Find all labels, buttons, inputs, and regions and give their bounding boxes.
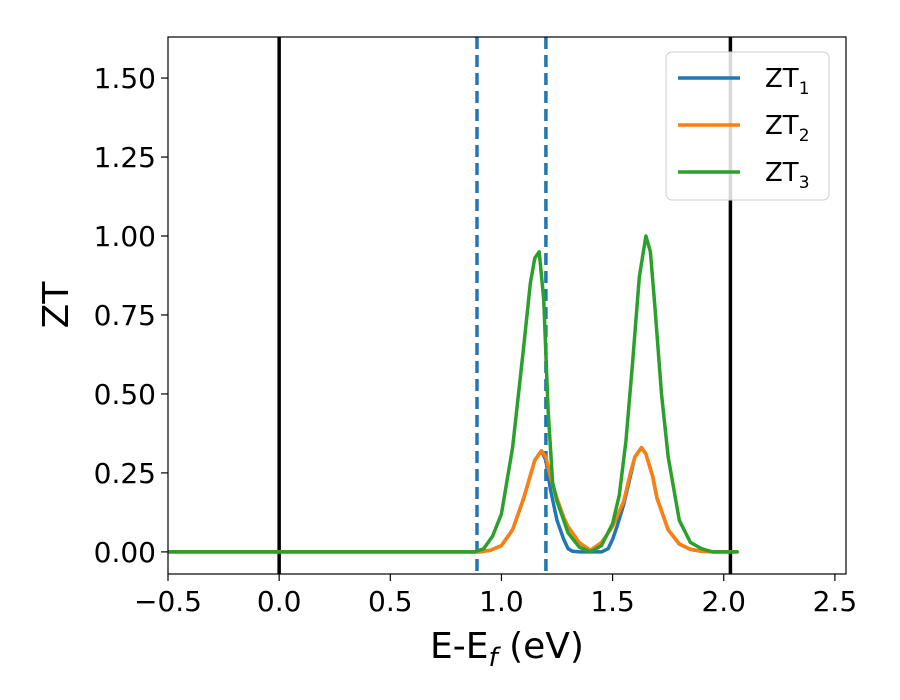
y-tick-label: 1.00 bbox=[94, 220, 156, 253]
y-axis-label: ZT bbox=[36, 281, 77, 329]
y-tick-label: 0.75 bbox=[94, 299, 156, 332]
y-tick-label: 0.50 bbox=[94, 378, 156, 411]
x-axis-label: E-Ef (eV) bbox=[430, 626, 584, 673]
legend-label-zt2: ZT2 bbox=[765, 111, 810, 146]
y-tick-label: 1.50 bbox=[94, 62, 156, 95]
x-tick-label: 2.5 bbox=[813, 585, 858, 618]
y-tick-label: 1.25 bbox=[94, 141, 156, 174]
series-line-zt2 bbox=[168, 445, 739, 554]
series-line-zt3 bbox=[168, 234, 739, 554]
x-tick-label: 0.0 bbox=[257, 585, 302, 618]
x-tick-label: 2.0 bbox=[701, 585, 746, 618]
x-tick-label: −0.5 bbox=[134, 585, 202, 618]
legend: ZT1 ZT2 ZT3 bbox=[665, 51, 830, 201]
legend-label-zt3: ZT3 bbox=[765, 158, 810, 193]
y-tick-label: 0.25 bbox=[94, 457, 156, 490]
x-tick-label: 1.0 bbox=[479, 585, 524, 618]
x-tick-label: 0.5 bbox=[368, 585, 413, 618]
x-tick-label: 1.5 bbox=[590, 585, 635, 618]
y-tick-label: 0.00 bbox=[94, 536, 156, 569]
legend-frame bbox=[665, 51, 830, 201]
legend-label-zt1: ZT1 bbox=[765, 64, 810, 99]
plot-frame bbox=[167, 36, 847, 575]
